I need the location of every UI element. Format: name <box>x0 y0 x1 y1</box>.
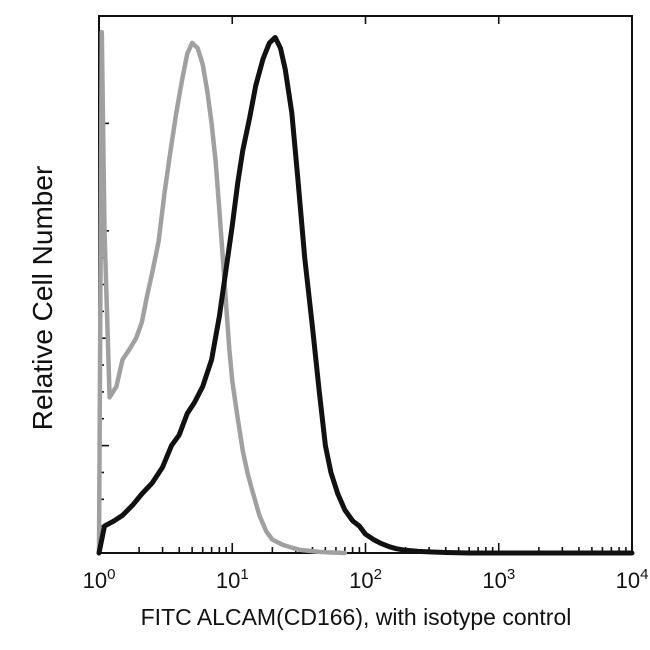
y-axis-label: Relative Cell Number <box>27 166 58 431</box>
x-tick-labels: 100 101 102 103 104 <box>83 566 649 593</box>
isotype-control-line <box>96 29 348 556</box>
x-tick-label: 104 <box>616 566 649 593</box>
series-lines <box>96 29 635 556</box>
x-tick-label: 101 <box>216 566 249 593</box>
x-tick-label: 103 <box>482 566 515 593</box>
x-axis-label: FITC ALCAM(CD166), with isotype control <box>141 604 572 630</box>
x-tick-label: 102 <box>349 566 382 593</box>
alcam-stained-line <box>96 35 635 556</box>
x-tick-label: 100 <box>83 566 116 593</box>
